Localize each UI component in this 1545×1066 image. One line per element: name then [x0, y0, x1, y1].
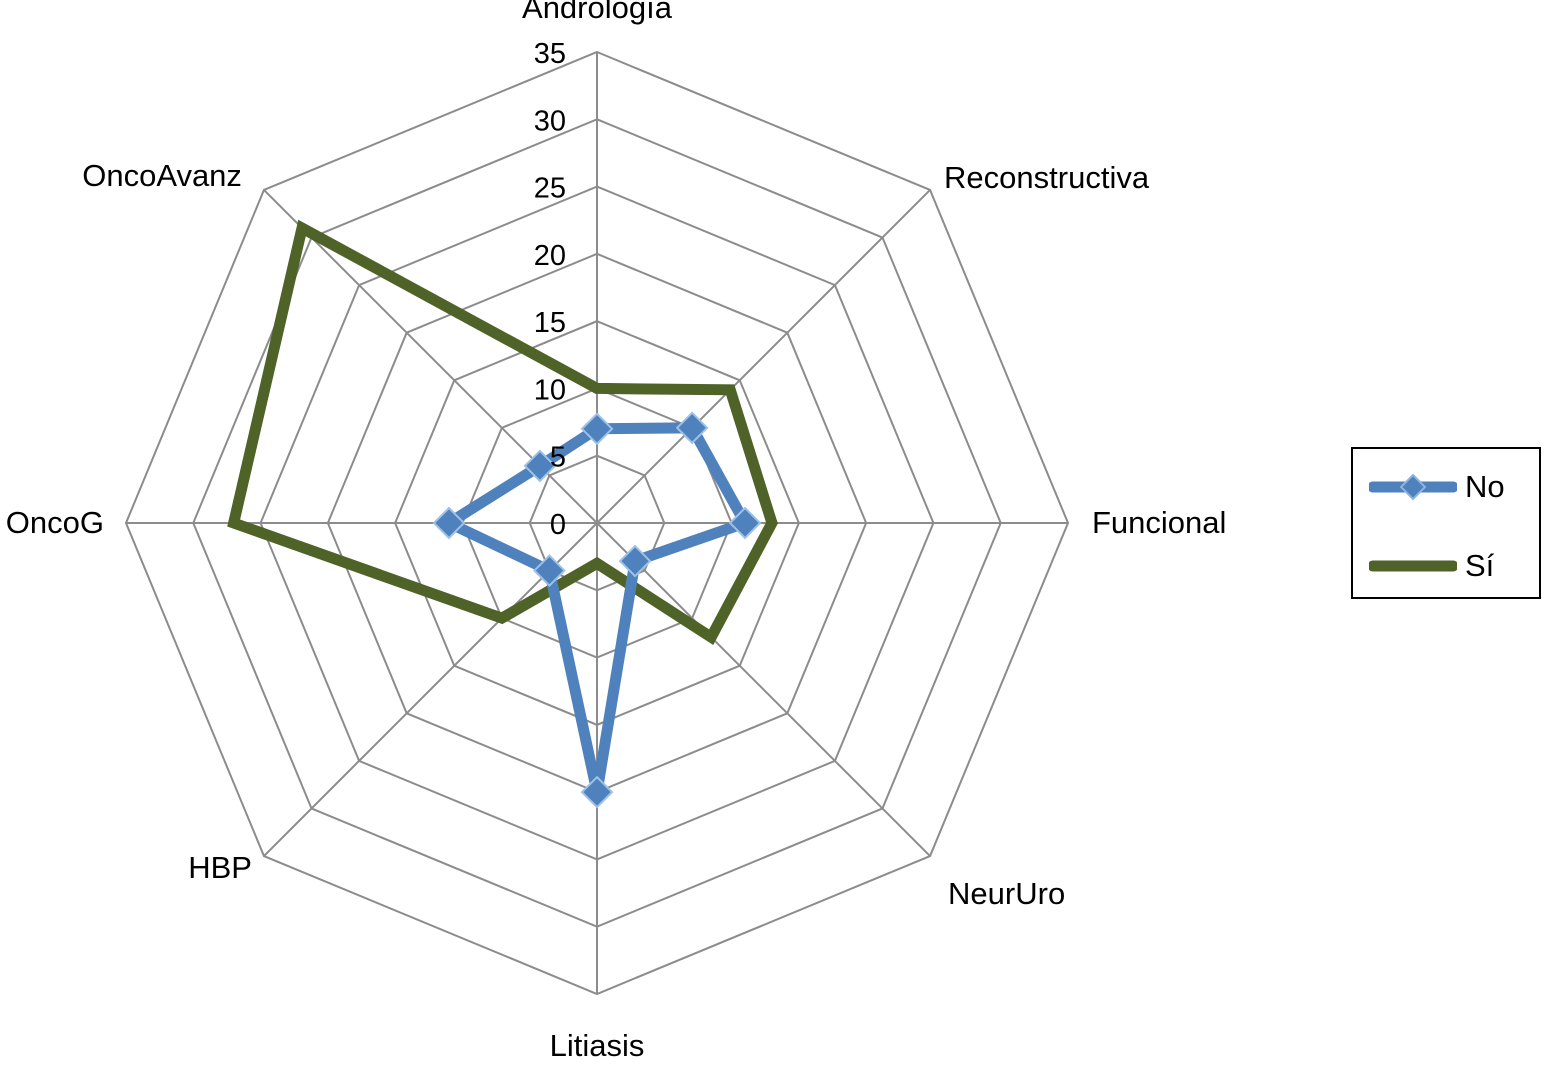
category-label-2: Funcional: [1092, 505, 1226, 540]
data-point-no-2: [728, 506, 762, 540]
legend-swatch-no: [1369, 473, 1457, 501]
tick-label-15: 15: [534, 307, 566, 339]
category-label-0: Andrología: [522, 0, 673, 25]
category-label-6: OncoG: [6, 505, 104, 540]
tick-label-35: 35: [534, 38, 566, 70]
spoke-3: [596, 522, 931, 857]
data-point-no-1: [675, 411, 709, 445]
tick-label-30: 30: [534, 105, 566, 137]
data-point-no-3: [618, 544, 652, 578]
series-line-si: [227, 219, 778, 646]
category-label-7: OncoAvanz: [82, 158, 242, 193]
data-point-no-5: [533, 554, 566, 587]
data-point-no-4: [580, 775, 614, 809]
legend: No Sí: [1351, 447, 1541, 599]
legend-item-si: Sí: [1369, 546, 1494, 586]
legend-label-si: Sí: [1465, 548, 1495, 583]
radar-spokes: [126, 52, 1068, 994]
legend-label-no: No: [1465, 469, 1505, 504]
tick-label-10: 10: [534, 374, 566, 406]
category-label-1: Reconstructiva: [944, 160, 1150, 195]
category-label-3: NeurUro: [948, 876, 1065, 911]
category-label-4: Litiasis: [550, 1028, 645, 1063]
legend-swatch-si: [1369, 560, 1457, 572]
data-point-no-7: [523, 449, 557, 483]
data-point-no-0: [580, 412, 614, 446]
tick-label-5: 5: [550, 442, 566, 474]
radar-series: [227, 219, 778, 809]
tick-label-25: 25: [534, 173, 566, 205]
spoke-1: [596, 189, 931, 524]
radar-tick-labels: 0 5 10 15 20 25 30 35: [534, 38, 566, 541]
category-label-5: HBP: [188, 850, 252, 885]
legend-item-no: No: [1369, 467, 1505, 507]
tick-label-20: 20: [534, 240, 566, 272]
tick-label-0: 0: [550, 509, 566, 541]
data-point-no-6: [432, 506, 466, 540]
radar-category-labels: Andrología Reconstructiva Funcional NeurUro…: [6, 0, 1227, 1063]
